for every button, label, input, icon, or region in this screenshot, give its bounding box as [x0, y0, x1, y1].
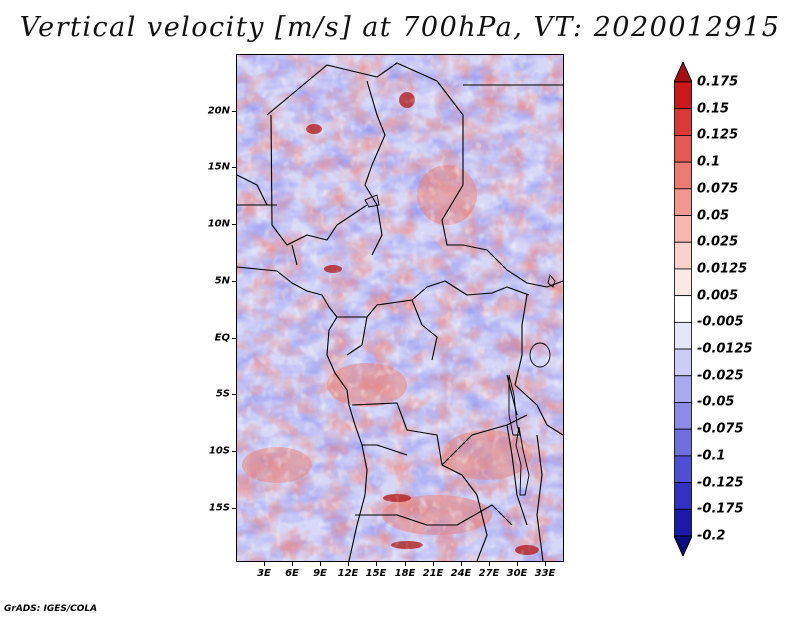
- lat-tick: [232, 110, 236, 112]
- colorbar-level-label: -0.0125: [697, 341, 753, 357]
- colorbar-level-label: 0.0125: [697, 261, 748, 277]
- lat-tick: [232, 393, 236, 395]
- colorbar-level-label: 0.15: [697, 101, 730, 117]
- lon-tick: [375, 562, 377, 566]
- colorbar-level-label: -0.2: [697, 528, 726, 544]
- colorbar-level-label: -0.025: [697, 368, 744, 384]
- colorbar-swatch: [674, 375, 692, 403]
- colorbar-level-label: 0.075: [697, 181, 739, 197]
- colorbar-level-label: 0.005: [697, 288, 739, 304]
- colorbar-swatch: [674, 268, 692, 297]
- lat-label-15s: 15S: [208, 502, 230, 514]
- colorbar-level-label: -0.005: [697, 314, 744, 330]
- lat-label-5s: 5S: [215, 388, 230, 400]
- lat-tick: [232, 223, 236, 225]
- lon-label-12e: 12E: [337, 568, 359, 579]
- lat-tick: [232, 450, 236, 452]
- lon-tick: [347, 562, 349, 566]
- colorbar-level-label: -0.125: [697, 475, 744, 491]
- lat-label-eq: EQ: [214, 332, 230, 344]
- lon-tick: [263, 562, 265, 566]
- colorbar-swatch: [674, 455, 692, 483]
- lon-label-15e: 15E: [365, 568, 387, 579]
- lakes: [364, 194, 556, 496]
- lat-label-20n: 20N: [207, 105, 230, 117]
- grads-credit: GrADS: IGES/COLA: [4, 604, 98, 614]
- lon-tick: [488, 562, 490, 566]
- map-panel: [236, 54, 564, 562]
- colorbar-level-label: 0.025: [697, 234, 739, 250]
- lon-label-30e: 30E: [506, 568, 528, 579]
- lat-label-5n: 5N: [214, 275, 230, 287]
- lon-label-18e: 18E: [394, 568, 416, 579]
- colorbar-swatch: [674, 402, 692, 430]
- lon-tick: [544, 562, 546, 566]
- colorbar-swatch: [674, 215, 692, 243]
- lon-label-6e: 6E: [285, 568, 299, 579]
- colorbar-swatch: [674, 321, 692, 350]
- colorbar-level-label: -0.1: [697, 448, 726, 464]
- lat-tick: [232, 337, 236, 339]
- lon-tick: [460, 562, 462, 566]
- colorbar-swatch: [674, 161, 692, 190]
- lat-label-10s: 10S: [208, 445, 230, 457]
- lon-label-24e: 24E: [450, 568, 472, 579]
- lat-label-15n: 15N: [207, 161, 230, 173]
- colorbar-swatch: [674, 108, 692, 136]
- colorbar-level-label: -0.175: [697, 501, 744, 517]
- lat-tick: [232, 166, 236, 168]
- lon-label-9e: 9E: [313, 568, 327, 579]
- vertical-velocity-field: [237, 55, 563, 561]
- colorbar-swatch: [674, 135, 692, 163]
- country-borders: [237, 62, 563, 561]
- colorbar-level-label: -0.075: [697, 421, 744, 437]
- colorbar-swatch: [674, 241, 692, 270]
- colorbar-max-arrow: [674, 62, 692, 83]
- lon-tick: [404, 562, 406, 566]
- colorbar-level-label: 0.05: [697, 208, 730, 224]
- colorbar-min-arrow: [674, 535, 692, 556]
- colorbar-swatch: [674, 188, 692, 216]
- colorbar-swatch: [674, 81, 692, 110]
- colorbar: [674, 62, 692, 556]
- colorbar-level-label: 0.1: [697, 154, 721, 170]
- plot-title: Vertical velocity [m/s] at 700hPa, VT: 2…: [19, 12, 781, 43]
- colorbar-level-label: 0.125: [697, 127, 739, 143]
- colorbar-swatch: [674, 482, 692, 510]
- colorbar-swatch: [674, 508, 692, 537]
- lon-label-21e: 21E: [422, 568, 444, 579]
- lon-label-33e: 33E: [534, 568, 556, 579]
- colorbar-swatch: [674, 295, 692, 323]
- colorbar-level-label: 0.175: [697, 74, 739, 90]
- lon-tick: [432, 562, 434, 566]
- lon-tick: [319, 562, 321, 566]
- colorbar-swatch: [674, 348, 692, 377]
- lon-label-3e: 3E: [257, 568, 271, 579]
- lon-tick: [516, 562, 518, 566]
- lat-tick: [232, 280, 236, 282]
- lat-label-10n: 10N: [207, 218, 230, 230]
- colorbar-level-label: -0.05: [697, 394, 735, 410]
- colorbar-swatch: [674, 428, 692, 457]
- lon-label-27e: 27E: [478, 568, 500, 579]
- lat-tick: [232, 507, 236, 509]
- lon-tick: [291, 562, 293, 566]
